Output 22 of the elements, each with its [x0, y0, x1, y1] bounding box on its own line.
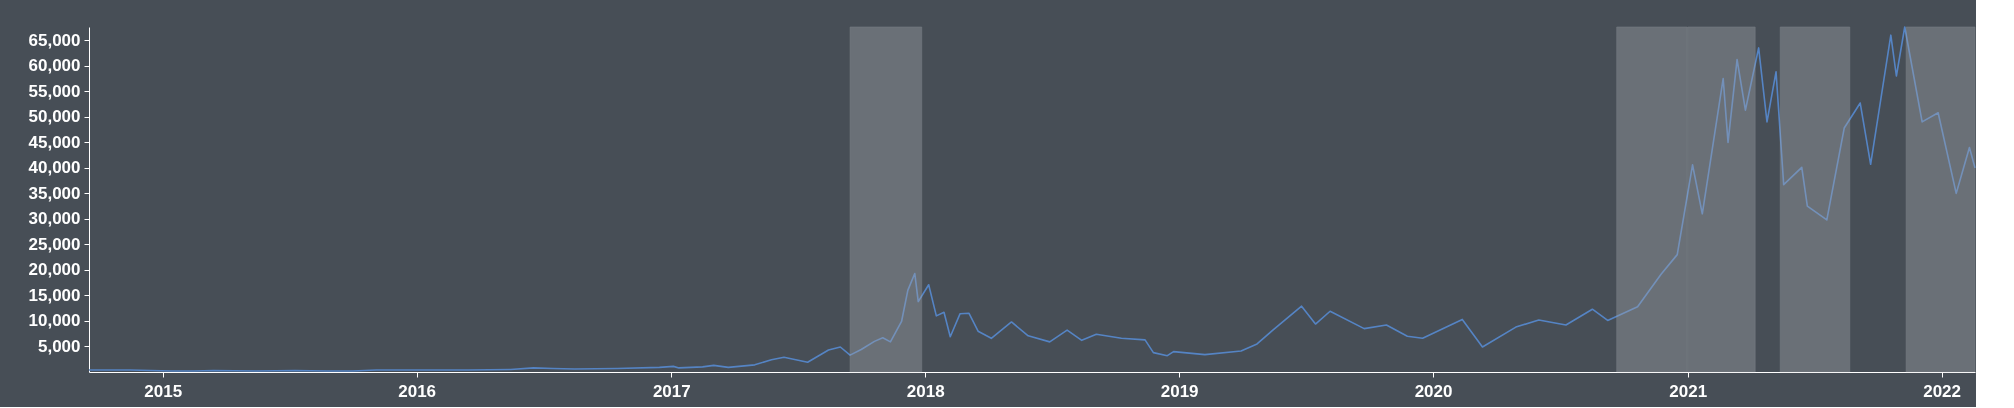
y-tick-label: 55,000	[28, 81, 81, 101]
y-tick-label: 45,000	[28, 132, 81, 152]
x-tick-label: 2018	[906, 381, 945, 401]
y-tick-label: 15,000	[28, 285, 81, 305]
x-tick-label: 2019	[1160, 381, 1199, 401]
x-tick-label: 2021	[1669, 381, 1708, 401]
y-tick-label: 65,000	[28, 30, 81, 50]
y-tick-label: 20,000	[28, 260, 81, 280]
y-tick-label: 60,000	[28, 56, 81, 76]
y-tick-label: 5,000	[37, 336, 81, 356]
y-tick-label: 35,000	[28, 183, 81, 203]
y-tick-label: 30,000	[28, 209, 81, 229]
y-tick-label: 10,000	[28, 311, 81, 331]
x-tick-label: 2015	[144, 381, 183, 401]
x-tick-label: 2017	[652, 381, 691, 401]
y-tick-label: 25,000	[28, 234, 81, 254]
line-series	[88, 26, 1976, 372]
x-tick-label: 2022	[1923, 381, 1962, 401]
y-tick-label: 50,000	[28, 107, 81, 127]
y-tick-label: 40,000	[28, 158, 81, 178]
x-tick-label: 2016	[398, 381, 437, 401]
x-tick-label: 2020	[1414, 381, 1453, 401]
